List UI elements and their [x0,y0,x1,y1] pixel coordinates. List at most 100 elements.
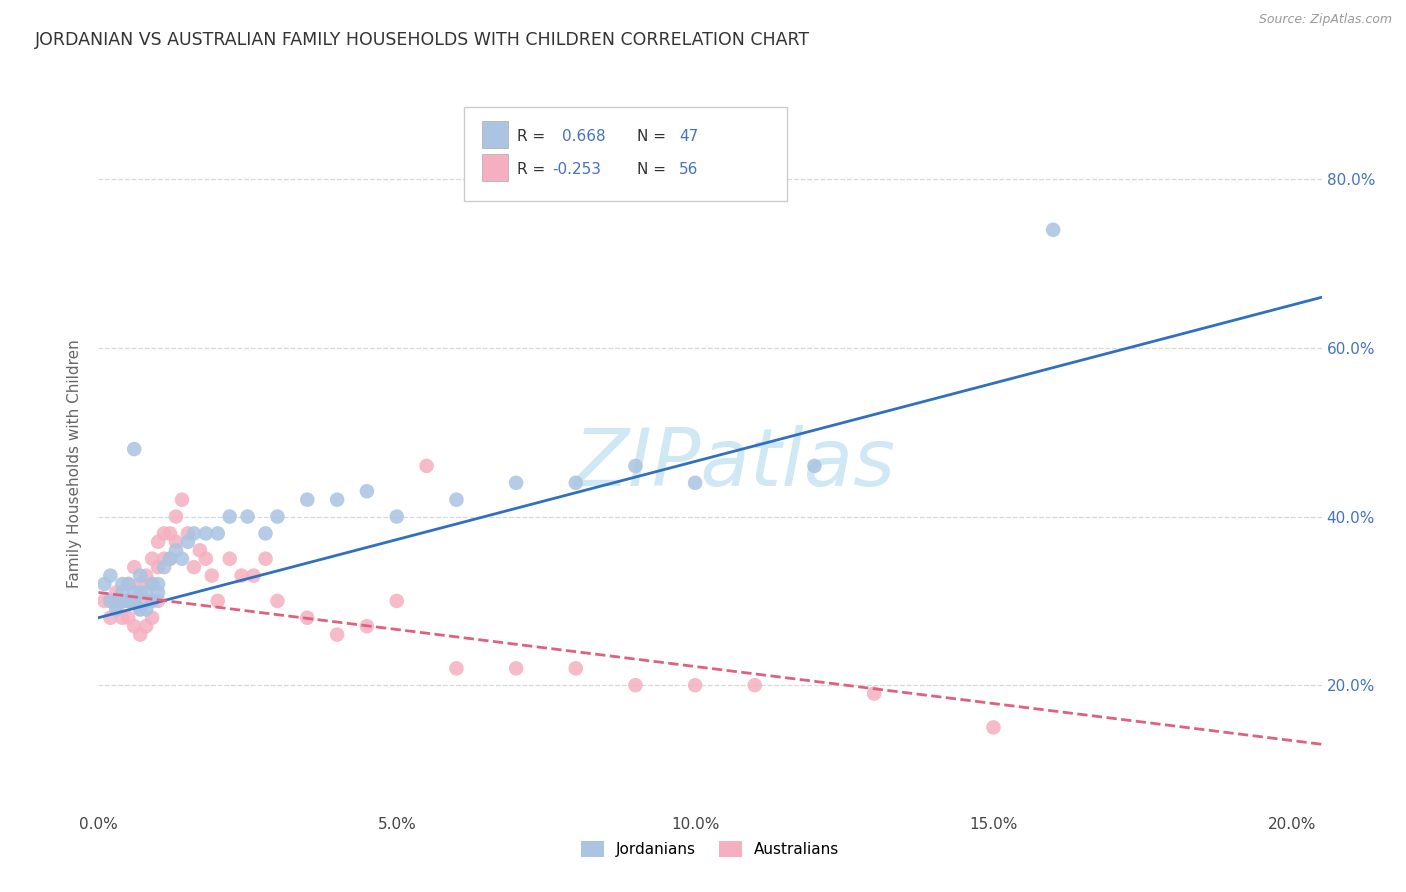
Point [141,551,163,566]
Text: 56: 56 [679,162,699,177]
Point [165,534,187,549]
Point [183,526,205,541]
Text: R =: R = [517,162,546,177]
Point [117,594,139,608]
Point [146,560,169,574]
Point [385,509,408,524]
Point [505,475,527,490]
Point [207,526,229,541]
Point [297,492,319,507]
Point [135,568,157,582]
Text: JORDANIAN VS AUSTRALIAN FAMILY HOUSEHOLDS WITH CHILDREN CORRELATION CHART: JORDANIAN VS AUSTRALIAN FAMILY HOUSEHOLD… [35,31,810,49]
Point [505,661,527,675]
Point [159,551,181,566]
Text: N =: N = [637,129,666,144]
Point [177,534,200,549]
Point [129,568,152,582]
Text: 47: 47 [679,129,699,144]
Point [194,551,217,566]
Text: Source: ZipAtlas.com: Source: ZipAtlas.com [1258,13,1392,27]
Point [135,619,157,633]
Point [105,585,128,599]
Point [111,594,134,608]
Point [141,577,163,591]
Point [153,526,176,541]
Point [117,611,139,625]
Point [122,585,145,599]
Point [683,475,706,490]
Point [236,509,259,524]
Point [98,594,121,608]
Point [129,577,152,591]
Point [135,585,157,599]
Point [326,627,349,641]
Point [446,492,468,507]
Point [93,594,115,608]
Point [165,509,187,524]
Point [1042,223,1064,237]
Point [129,585,152,599]
Point [129,627,152,641]
Point [254,526,277,541]
Point [170,492,193,507]
Point [201,568,224,582]
Point [117,594,139,608]
Text: ZIPatlas: ZIPatlas [574,425,896,503]
Point [98,568,121,582]
Point [218,551,240,566]
Text: N =: N = [637,162,666,177]
Point [146,534,169,549]
Point [356,619,378,633]
Point [565,475,588,490]
Point [863,687,886,701]
Point [356,484,378,499]
Point [624,678,647,692]
Point [93,577,115,591]
Point [683,678,706,692]
Point [111,577,134,591]
Y-axis label: Family Households with Children: Family Households with Children [67,340,83,588]
Point [266,594,288,608]
Point [170,551,193,566]
Point [122,442,145,456]
Point [415,458,437,473]
Point [446,661,468,675]
Legend: Jordanians, Australians: Jordanians, Australians [575,835,845,863]
Point [177,526,200,541]
Point [111,585,134,599]
Point [188,543,211,558]
Point [117,577,139,591]
Point [153,560,176,574]
Point [135,594,157,608]
Point [129,602,152,616]
Point [141,594,163,608]
Point [254,551,277,566]
Point [122,619,145,633]
Point [153,551,176,566]
Point [141,577,163,591]
Text: R =: R = [517,129,546,144]
Point [98,611,121,625]
Point [297,611,319,625]
Point [624,458,647,473]
Point [326,492,349,507]
Point [135,602,157,616]
Point [105,602,128,616]
Point [122,594,145,608]
Point [111,594,134,608]
Point [122,594,145,608]
Point [98,594,121,608]
Point [146,585,169,599]
Point [141,611,163,625]
Point [129,602,152,616]
Point [231,568,253,582]
Point [159,551,181,566]
Point [207,594,229,608]
Point [565,661,588,675]
Point [218,509,240,524]
Point [111,611,134,625]
Point [194,526,217,541]
Point [183,560,205,574]
Point [117,594,139,608]
Point [983,720,1005,734]
